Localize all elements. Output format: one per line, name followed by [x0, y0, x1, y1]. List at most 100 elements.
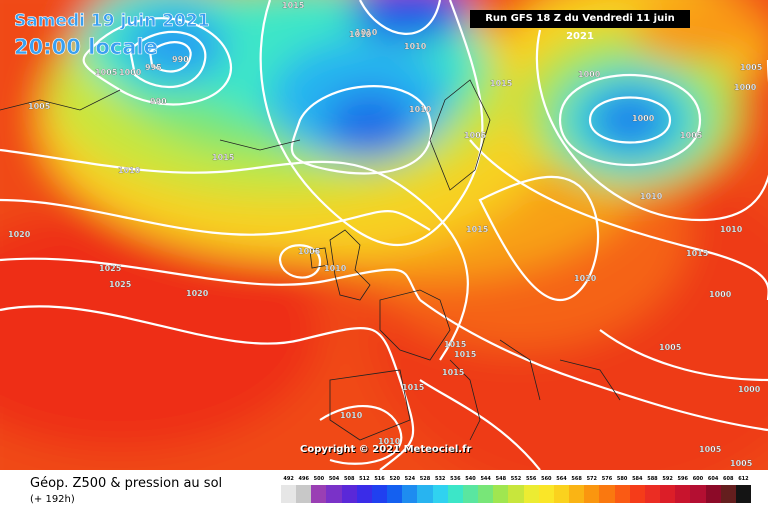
isobar-label: 1000	[709, 290, 732, 299]
scale-swatch	[720, 485, 736, 503]
valid-time: 20:00 locale	[14, 35, 158, 59]
scale-swatch	[599, 485, 615, 503]
scale-value-label: 564	[556, 476, 567, 482]
isobar-label: 1005	[740, 63, 763, 72]
isobar-label: 1015	[466, 225, 489, 234]
isobar-label: 1025	[109, 280, 132, 289]
color-scale: 492 496 500 504 508 512 516 520 524 528 532 536 540 5…	[281, 475, 751, 505]
scale-value-label: 512	[359, 476, 370, 482]
copyright-notice: Copyright © 2021 Meteociel.fr	[300, 444, 472, 455]
run-info-banner: Run GFS 18 Z du Vendredi 11 juin 2021	[470, 10, 690, 42]
legend-bar: Géop. Z500 & pression au sol (+ 192h) 49…	[0, 470, 768, 512]
isobar-label: 1015	[212, 153, 235, 162]
isobar-label: 1010	[404, 42, 427, 51]
scale-swatch	[538, 485, 554, 503]
isobar-label: 1020	[186, 289, 209, 298]
scale-value-label: 508	[344, 476, 355, 482]
parameter-title: Géop. Z500 & pression au sol	[30, 476, 223, 491]
isobar-label: 1010	[118, 166, 141, 175]
scale-value-label: 580	[616, 476, 628, 482]
isobar-label: 1000	[578, 70, 601, 79]
isobar-label: 1020	[574, 274, 597, 283]
isobar-label: 1015	[686, 249, 709, 258]
isobar-label: 1010	[640, 192, 663, 201]
scale-swatch	[387, 485, 403, 503]
isobar-label: 1000	[734, 83, 757, 92]
scale-swatch	[735, 485, 751, 503]
scale-swatch	[478, 485, 494, 503]
scale-value-label: 604	[707, 476, 719, 482]
scale-swatch	[417, 485, 433, 503]
scale-value-label: 552	[510, 476, 522, 482]
scale-swatch	[675, 485, 691, 503]
scale-value-label: 520	[389, 476, 400, 482]
scale-value-label: 492	[283, 476, 294, 482]
isobar-label: 990	[150, 97, 167, 106]
scale-swatch	[508, 485, 524, 503]
scale-value-label: 544	[480, 476, 491, 482]
scale-value-label: 536	[450, 476, 461, 482]
isobar-label: 1005	[298, 247, 321, 256]
scale-swatch	[690, 485, 706, 503]
scale-swatch	[493, 485, 509, 503]
isobar-label: 1015	[444, 340, 467, 349]
scale-swatch	[356, 485, 372, 503]
isobars	[0, 0, 768, 470]
isobar-label: 1025	[99, 264, 122, 273]
isobar-labels: 1015101099099510001005990101010151005102…	[8, 1, 763, 468]
isobar-label: 1015	[402, 383, 425, 392]
scale-value-label: 556	[525, 476, 537, 482]
scale-value-label: 568	[571, 476, 582, 482]
scale-value-label: 516	[374, 476, 385, 482]
isobar-label: 1005	[95, 68, 118, 77]
scale-swatch	[341, 485, 357, 503]
isobar-label: 1000	[632, 114, 655, 123]
scale-swatch	[584, 485, 600, 503]
isobar-label: 1010	[378, 437, 401, 446]
isobar-label: 1015	[454, 350, 477, 359]
scale-swatch	[705, 485, 721, 503]
isobar-label: 990	[172, 55, 189, 64]
isobar-label: 1005	[28, 102, 51, 111]
scale-value-label: 528	[419, 476, 431, 482]
isobar-label: 1010	[720, 225, 743, 234]
scale-value-label: 572	[586, 476, 598, 482]
scale-value-label: 524	[404, 476, 416, 482]
scale-value-label: 504	[328, 476, 340, 482]
scale-swatch	[523, 485, 539, 503]
scale-value-label: 576	[601, 476, 613, 482]
scale-value-label: 584	[632, 476, 643, 482]
isobar-label: 1005	[659, 343, 682, 352]
scale-swatch	[644, 485, 661, 503]
scale-value-label: 532	[434, 476, 446, 482]
scale-value-label: 596	[677, 476, 688, 482]
scale-value-label: 588	[647, 476, 658, 482]
scale-swatch	[296, 485, 312, 503]
scale-value-label: 608	[723, 476, 734, 482]
scale-value-label: 548	[495, 476, 507, 482]
scale-swatch	[326, 485, 342, 503]
scale-value-label: 600	[692, 476, 704, 482]
scale-value-label: 592	[662, 476, 673, 482]
scale-swatch	[281, 485, 297, 503]
scale-swatch	[447, 485, 463, 503]
isobar-label: 1005	[730, 459, 753, 468]
isobar-label: 1000	[119, 68, 142, 77]
isobar-label: 1010	[349, 30, 372, 39]
scale-swatch	[629, 485, 645, 503]
isobar-label: 1000	[738, 385, 761, 394]
isobar-label: 1015	[490, 79, 513, 88]
isobar-label: 1010	[409, 105, 432, 114]
isobar-label: 1005	[699, 445, 722, 454]
valid-date: Samedi 19 juin 2021	[14, 11, 210, 31]
scale-value-label: 560	[541, 476, 552, 482]
isobar-label: 1010	[324, 264, 347, 273]
scale-swatch	[432, 485, 448, 503]
scale-swatch	[569, 485, 585, 503]
isobar-label: 995	[145, 63, 162, 72]
scale-swatch	[402, 485, 418, 503]
isobar-label: 1005	[464, 131, 487, 140]
pressure-geopotential-map: 1015101099099510001005990101010151005102…	[0, 0, 768, 470]
scale-swatch	[553, 485, 570, 503]
isobar-label: 1015	[442, 368, 465, 377]
